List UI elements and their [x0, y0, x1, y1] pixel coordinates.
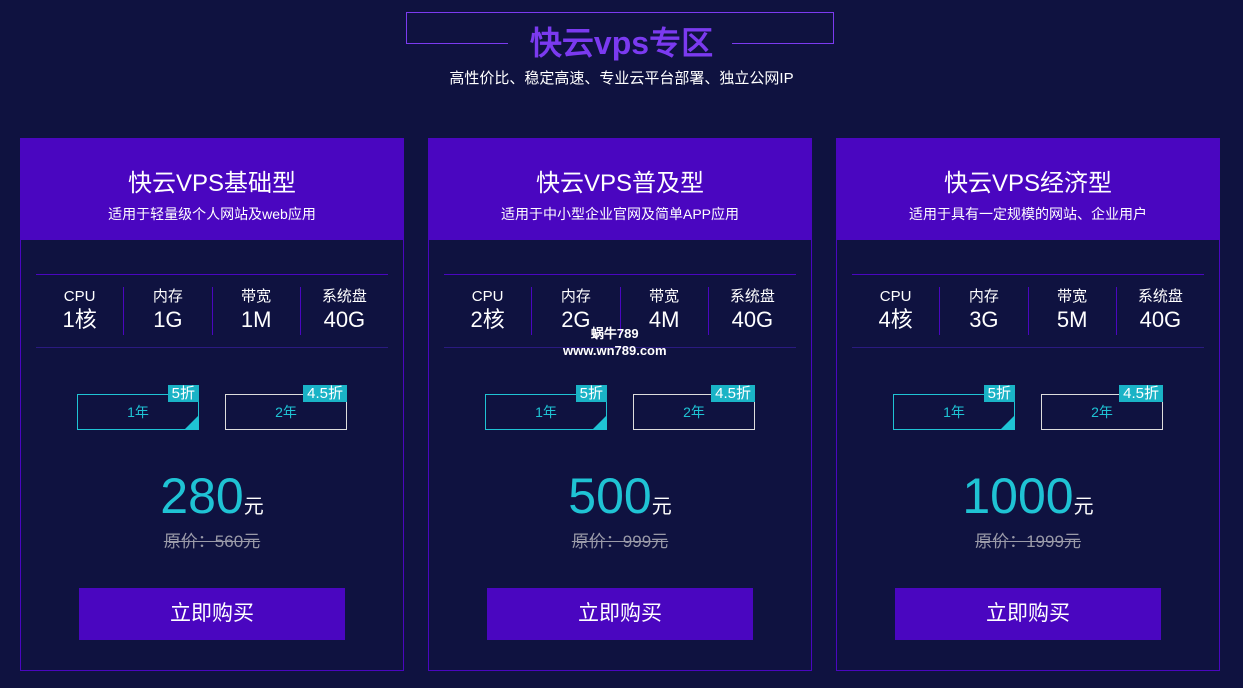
spec-item: 带宽 4M	[619, 287, 708, 335]
duration-option[interactable]: 1年 5折	[893, 385, 1015, 430]
spec-label: 系统盘	[1137, 288, 1183, 305]
plan-name: 快云VPS经济型	[943, 170, 1113, 197]
spec-item: 带宽 5M	[1027, 287, 1116, 335]
duration-label: 1年	[535, 404, 557, 420]
duration-option[interactable]: 1年 5折	[485, 385, 607, 430]
spec-label: 带宽	[241, 288, 272, 305]
spec-label: 带宽	[649, 288, 680, 305]
discount-badge: 4.5折	[1119, 385, 1163, 402]
plan-name: 快云VPS基础型	[127, 170, 297, 197]
divider	[732, 43, 834, 44]
price-unit: 元	[651, 496, 672, 518]
duration-option[interactable]: 2年 4.5折	[225, 385, 347, 430]
price-unit: 元	[1073, 496, 1094, 518]
duration-label: 2年	[683, 404, 705, 420]
discount-badge: 4.5折	[303, 385, 347, 402]
spec-label: 带宽	[1057, 288, 1088, 305]
spec-label: CPU	[471, 288, 504, 305]
spec-value: 40G	[731, 307, 774, 332]
spec-row: CPU 2核 内存 2G 带宽 4M 系统盘 40G	[444, 274, 796, 348]
spec-value: 40G	[323, 307, 366, 332]
original-price: 原价：1999元	[975, 532, 1081, 551]
buy-now-button[interactable]: 立即购买	[895, 588, 1161, 640]
spec-label: 内存	[560, 288, 591, 305]
duration-label: 1年	[127, 404, 149, 420]
price-value: 1000	[962, 468, 1074, 524]
spec-item: 内存 2G	[531, 287, 619, 335]
duration-label: 2年	[1091, 404, 1113, 420]
spec-item: CPU 4核	[852, 287, 939, 335]
check-icon	[1001, 416, 1014, 429]
spec-value: 1G	[153, 307, 183, 332]
spec-label: CPU	[879, 288, 912, 305]
discount-badge: 5折	[167, 385, 199, 402]
spec-item: 系统盘 40G	[299, 287, 388, 335]
price-value: 500	[568, 468, 652, 524]
plan-desc: 适用于具有一定规模的网站、企业用户	[909, 206, 1147, 222]
watermark: 蜗牛789 www.wn789.com	[563, 326, 667, 358]
spec-value: 3G	[969, 307, 999, 332]
price: 280元	[21, 467, 403, 525]
plan-header: 快云VPS基础型适用于轻量级个人网站及web应用	[21, 139, 403, 240]
original-price: 原价：999元	[571, 532, 669, 551]
spec-item: 带宽 1M	[211, 287, 300, 335]
spec-value: 4核	[878, 307, 913, 332]
plan-header: 快云VPS经济型适用于具有一定规模的网站、企业用户	[837, 139, 1219, 240]
duration-option[interactable]: 1年 5折	[77, 385, 199, 430]
duration-label: 2年	[275, 404, 297, 420]
spec-item: CPU 2核	[444, 287, 531, 335]
spec-label: 内存	[152, 288, 183, 305]
buy-now-button[interactable]: 立即购买	[487, 588, 753, 640]
divider	[406, 43, 508, 44]
spec-value: 1M	[240, 307, 272, 332]
plan-name: 快云VPS普及型	[535, 170, 705, 197]
discount-badge: 5折	[575, 385, 607, 402]
duration-option[interactable]: 2年 4.5折	[633, 385, 755, 430]
duration-option[interactable]: 2年 4.5折	[1041, 385, 1163, 430]
discount-badge: 5折	[983, 385, 1015, 402]
check-icon	[185, 416, 198, 429]
spec-label: 内存	[968, 288, 999, 305]
plan-card: 快云VPS普及型适用于中小型企业官网及简单APP应用 CPU 2核 内存 2G 带宽 4M…	[428, 138, 812, 671]
spec-row: CPU 4核 内存 3G 带宽 5M 系统盘 40G	[852, 274, 1204, 348]
spec-row: CPU 1核 内存 1G 带宽 1M 系统盘 40G	[36, 274, 388, 348]
spec-label: 系统盘	[729, 288, 775, 305]
plan-header: 快云VPS普及型适用于中小型企业官网及简单APP应用	[429, 139, 811, 240]
spec-value: 40G	[1139, 307, 1182, 332]
spec-item: 内存 1G	[123, 287, 211, 335]
page-title: 快云vps专区	[529, 25, 714, 61]
price-value: 280	[160, 468, 244, 524]
spec-item: CPU 1核	[36, 287, 123, 335]
price: 1000元	[837, 467, 1219, 525]
duration-label: 1年	[943, 404, 965, 420]
title-frame	[406, 12, 834, 44]
buy-now-button[interactable]: 立即购买	[79, 588, 345, 640]
spec-value: 1核	[62, 307, 97, 332]
plan-desc: 适用于中小型企业官网及简单APP应用	[500, 206, 739, 222]
spec-value: 2核	[470, 307, 505, 332]
plan-card: 快云VPS基础型适用于轻量级个人网站及web应用 CPU 1核 内存 1G 带宽 1M 系统…	[20, 138, 404, 671]
price-unit: 元	[243, 496, 264, 518]
check-icon	[593, 416, 606, 429]
plan-card: 快云VPS经济型适用于具有一定规模的网站、企业用户 CPU 4核 内存 3G 带宽 5M 系…	[836, 138, 1220, 671]
spec-label: 系统盘	[321, 288, 367, 305]
spec-item: 系统盘 40G	[1115, 287, 1204, 335]
spec-item: 内存 3G	[939, 287, 1027, 335]
spec-value: 2G	[561, 307, 591, 332]
spec-item: 系统盘 40G	[707, 287, 796, 335]
price: 500元	[429, 467, 811, 525]
discount-badge: 4.5折	[711, 385, 755, 402]
original-price: 原价：560元	[163, 532, 261, 551]
spec-label: CPU	[63, 288, 96, 305]
spec-value: 4M	[648, 307, 680, 332]
plan-desc: 适用于轻量级个人网站及web应用	[108, 206, 316, 222]
spec-value: 5M	[1056, 307, 1088, 332]
page-subtitle: 高性价比、稳定高速、专业云平台部署、独立公网IP	[449, 70, 794, 87]
